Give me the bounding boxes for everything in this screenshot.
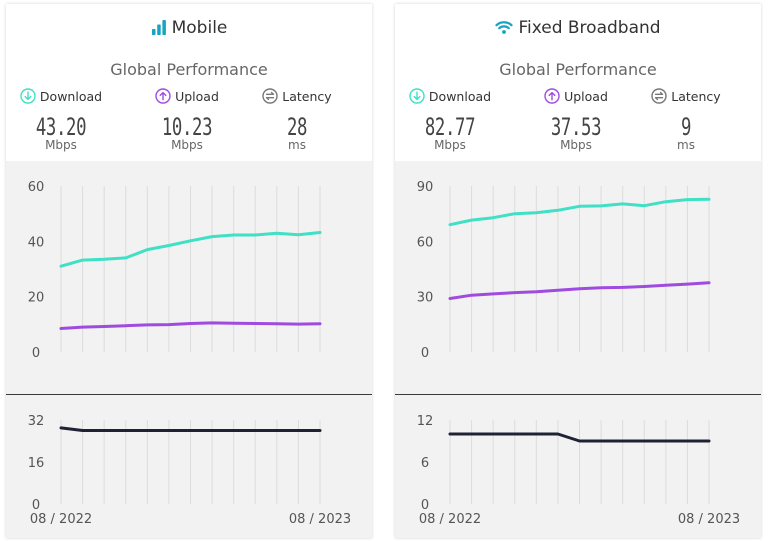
panel-title-text: Mobile	[171, 18, 228, 38]
latency-unit: ms	[677, 138, 695, 152]
y-tick-label: 6	[421, 456, 429, 471]
x-tick-label-end: 08 / 2023	[289, 512, 351, 527]
latency-metric: Latency 9 ms	[631, 88, 741, 152]
panel-title: Mobile	[6, 18, 372, 40]
y-tick-label: 0	[421, 346, 429, 361]
latency-metric: Latency 28 ms	[242, 88, 352, 152]
latency-arrows-icon	[262, 88, 278, 107]
y-tick-label: 20	[28, 291, 45, 306]
mobile-panel: Mobile Global Performance Download 43.20…	[6, 4, 372, 538]
y-tick-label: 90	[417, 180, 434, 195]
y-tick-label: 30	[417, 291, 434, 306]
x-tick-label-end: 08 / 2023	[678, 512, 740, 527]
download-metric: Download 82.77 Mbps	[395, 88, 505, 152]
upload-label: Upload	[564, 89, 608, 104]
download-line	[448, 197, 711, 227]
chart-divider	[6, 394, 372, 395]
latency-label: Latency	[282, 89, 332, 104]
y-tick-label: 12	[417, 414, 434, 429]
x-tick-label-start: 08 / 2022	[419, 512, 481, 527]
latency-value: 28	[286, 113, 308, 141]
mobile-header: Mobile Global Performance Download 43.20…	[6, 4, 372, 161]
latency-arrows-icon	[651, 88, 667, 107]
latency-unit: ms	[288, 138, 306, 152]
y-tick-label: 0	[421, 498, 429, 513]
download-label: Download	[39, 89, 103, 104]
upload-line	[59, 321, 322, 330]
upload-unit: Mbps	[171, 138, 203, 152]
download-value: 82.77	[424, 113, 476, 141]
upload-line	[448, 281, 711, 300]
mobile-charts: 0 20 40 60 0 16 32 08 / 2022 08 / 2023	[28, 180, 351, 527]
upload-metric: Upload 10.23 Mbps	[132, 88, 242, 152]
fixed-charts: 0 30 60 90 0 6 12 08 / 2022 08 / 2023	[417, 180, 740, 527]
wifi-icon	[495, 19, 514, 40]
y-tick-label: 60	[28, 180, 45, 195]
x-tick-label-start: 08 / 2022	[30, 512, 92, 527]
signal-bars-icon	[151, 19, 167, 40]
upload-value: 10.23	[161, 113, 213, 141]
download-metric: Download 43.20 Mbps	[6, 88, 116, 152]
y-tick-label: 60	[417, 235, 434, 250]
upload-arrow-icon	[544, 88, 560, 107]
performance-title: Global Performance	[110, 60, 268, 79]
upload-metric: Upload 37.53 Mbps	[521, 88, 631, 152]
download-label: Download	[428, 89, 492, 104]
y-tick-label: 40	[28, 235, 45, 250]
y-tick-label: 32	[28, 414, 45, 429]
download-value: 43.20	[35, 113, 87, 141]
upload-label: Upload	[175, 89, 219, 104]
download-arrow-icon	[409, 88, 425, 107]
panel-title: Fixed Broadband	[395, 18, 761, 40]
y-tick-label: 16	[28, 456, 45, 471]
download-unit: Mbps	[45, 138, 77, 152]
y-tick-label: 0	[32, 346, 40, 361]
chart-divider	[395, 394, 761, 395]
latency-line	[448, 432, 711, 443]
download-line	[59, 231, 322, 268]
latency-value: 9	[680, 113, 692, 141]
download-unit: Mbps	[434, 138, 466, 152]
upload-arrow-icon	[155, 88, 171, 107]
download-arrow-icon	[20, 88, 36, 107]
y-tick-label: 0	[32, 498, 40, 513]
latency-label: Latency	[671, 89, 721, 104]
latency-line	[59, 426, 322, 432]
panel-title-text: Fixed Broadband	[518, 18, 661, 38]
fixed-broadband-panel: Fixed Broadband Global Performance Downl…	[395, 4, 761, 538]
fixed-header: Fixed Broadband Global Performance Downl…	[395, 4, 761, 161]
performance-title: Global Performance	[499, 60, 657, 79]
upload-value: 37.53	[550, 113, 602, 141]
upload-unit: Mbps	[560, 138, 592, 152]
